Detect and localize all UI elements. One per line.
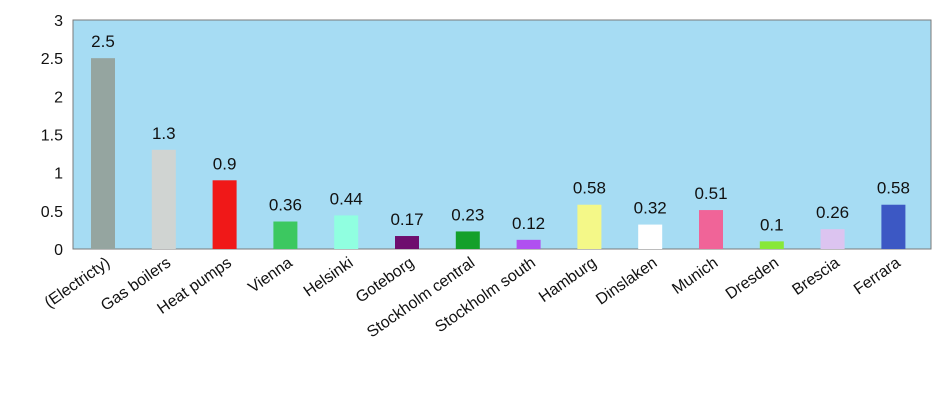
y-tick-label: 1.5: [41, 128, 63, 145]
bar: [91, 58, 115, 249]
data-label: 0.17: [390, 210, 423, 229]
bar: [516, 239, 541, 249]
bar: [820, 229, 845, 249]
bar: [577, 204, 602, 249]
data-label: 0.58: [573, 179, 606, 198]
y-tick-label: 0.5: [41, 204, 63, 221]
bar: [759, 241, 784, 249]
data-label: 0.23: [451, 205, 484, 224]
data-label: 0.9: [213, 154, 237, 173]
plot-area: [72, 19, 932, 250]
data-label: 0.51: [694, 184, 727, 203]
y-tick-label: 2: [54, 89, 63, 106]
category-label: Munich: [669, 254, 721, 298]
y-tick-label: 3: [54, 13, 63, 30]
bar: [395, 236, 419, 249]
data-labels: 2.5 1.3 0.9 0.36 0.44 0.17 0.23 0.12 0.58 0.32 0.5…: [91, 32, 910, 234]
bar: [151, 149, 176, 249]
data-label: 1.3: [152, 124, 176, 143]
category-label: Ferrara: [851, 254, 904, 298]
data-label: 0.58: [877, 179, 910, 198]
y-tick-label: 0: [54, 242, 63, 259]
data-label: 0.1: [760, 215, 784, 234]
category-label: Brescia: [789, 254, 843, 299]
data-label: 0.36: [269, 196, 302, 215]
y-axis: 0 0.5 1 1.5 2 2.5 3: [41, 13, 63, 259]
category-label: Stockholm central: [364, 254, 478, 341]
data-label: 2.5: [91, 32, 115, 51]
bar: [881, 204, 906, 249]
bar: [212, 180, 237, 249]
data-label: 0.26: [816, 203, 849, 222]
data-label: 0.44: [330, 189, 363, 208]
category-label: Helsinki: [301, 254, 357, 300]
bar: [334, 215, 359, 249]
category-label: Dresden: [723, 254, 782, 303]
bars: [91, 58, 906, 249]
y-tick-label: 1: [54, 166, 63, 183]
category-label: Hamburg: [536, 254, 600, 306]
category-label: Vienna: [245, 254, 295, 296]
data-label: 0.12: [512, 214, 545, 233]
bar: [273, 221, 298, 249]
bar: [638, 224, 663, 249]
category-label: Dinslaken: [593, 254, 660, 308]
bar: [455, 231, 480, 249]
data-label: 0.32: [634, 199, 667, 218]
category-label: Stockholm south: [432, 254, 539, 336]
y-tick-label: 2.5: [41, 51, 63, 68]
bar: [699, 210, 723, 249]
